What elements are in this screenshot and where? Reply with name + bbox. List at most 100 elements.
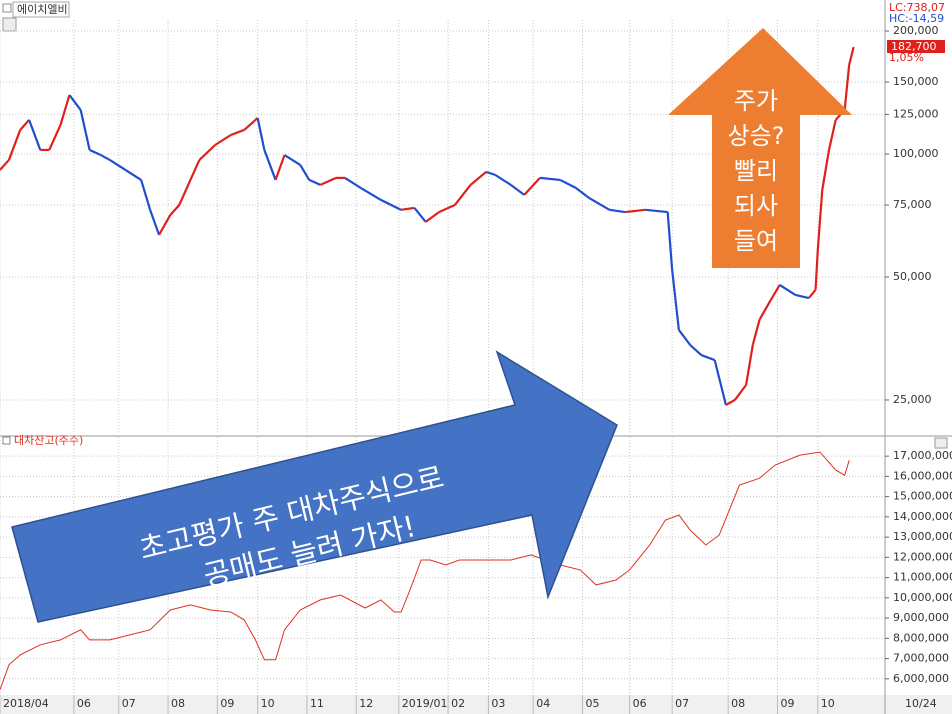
x-tick-label: 10: [261, 697, 275, 710]
annotation-line: 되사: [734, 192, 778, 220]
price-segment: [745, 344, 754, 386]
price-segment: [124, 169, 142, 181]
balance-line: [0, 451, 850, 690]
price-segment: [725, 399, 736, 406]
price-segment: [510, 184, 525, 196]
current-date: 10/24: [905, 697, 937, 710]
price-segment: [807, 289, 817, 299]
collapse-button[interactable]: [934, 437, 948, 449]
title-box: [12, 1, 70, 18]
annotation-line: 주가: [734, 87, 778, 115]
price-segment: [48, 124, 62, 151]
price-segment: [169, 204, 181, 216]
price-segment: [274, 154, 286, 181]
x-tick-label: 04: [536, 697, 550, 710]
y-tick-label: 10,000,000: [893, 591, 952, 604]
price-segment: [256, 117, 266, 151]
price-segment: [109, 159, 127, 171]
x-tick-label: 05: [586, 697, 600, 710]
y-tick-label: 125,000: [893, 107, 939, 120]
y-tick-label: 13,000,000: [893, 530, 952, 543]
last-price-box: [887, 40, 945, 53]
price-segment: [149, 209, 161, 236]
info-label: LC:738,07: [889, 1, 945, 14]
y-tick-label: 12,000,000: [893, 550, 952, 563]
y-tick-label: 75,000: [893, 198, 932, 211]
price-segment: [319, 176, 337, 186]
y-tick-label: 50,000: [893, 270, 932, 283]
price-segment: [814, 249, 819, 290]
price-segment: [575, 187, 590, 199]
price-segment: [263, 149, 277, 181]
price-segment: [666, 211, 674, 271]
price-segment: [843, 64, 851, 111]
info-label: HC:-14,59: [889, 12, 944, 25]
price-segment: [243, 117, 259, 131]
price-segment: [523, 177, 541, 196]
price-segment: [827, 119, 837, 151]
price-segment: [469, 171, 487, 186]
x-tick-label: 07: [122, 697, 136, 710]
price-segment: [100, 154, 111, 161]
price-segment: [140, 179, 152, 211]
grid-button[interactable]: [2, 17, 17, 32]
price-segment: [68, 94, 82, 111]
price-segment: [494, 173, 512, 186]
price-segment: [189, 159, 201, 181]
price-segment: [230, 128, 245, 137]
price-segment: [283, 154, 301, 166]
price-header: [0, 0, 885, 20]
x-tick-label: 09: [220, 697, 234, 710]
x-axis-strip: [0, 695, 952, 714]
price-title: 에이치엘비: [17, 3, 68, 16]
x-tick-label: 10: [821, 697, 835, 710]
price-segment: [7, 129, 22, 161]
price-segment: [308, 178, 321, 186]
info-label: 1,05%: [889, 51, 924, 64]
last-price-label: 182,700: [891, 40, 937, 53]
x-tick-label: 08: [171, 697, 185, 710]
price-segment: [689, 344, 703, 356]
x-tick-label: 07: [675, 697, 689, 710]
price-segment: [795, 293, 810, 300]
price-segment: [19, 119, 30, 131]
y-tick-label: 25,000: [893, 393, 932, 406]
price-segment: [400, 206, 415, 211]
price-segment: [609, 208, 626, 214]
x-tick-label: 08: [731, 697, 745, 710]
x-tick-label: 11: [310, 697, 324, 710]
x-tick-label: 06: [77, 697, 91, 710]
price-segment: [779, 284, 796, 296]
price-segment: [848, 46, 855, 66]
y-tick-label: 100,000: [893, 147, 939, 160]
y-tick-label: 17,000,000: [893, 449, 952, 462]
price-segment: [671, 269, 680, 331]
price-segment: [79, 109, 91, 151]
price-segment: [700, 354, 716, 362]
y-tick-label: 150,000: [893, 75, 939, 88]
balance-title: 대차잔고(주수): [14, 434, 83, 447]
x-tick-label: 2018/04: [3, 697, 49, 710]
y-tick-label: 7,000,000: [893, 652, 949, 665]
price-segment: [751, 319, 761, 346]
price-segment: [380, 198, 402, 211]
annotation-line: 빨리: [734, 157, 778, 185]
price-segment: [539, 176, 561, 182]
price-segment: [413, 207, 427, 223]
panel-icon: [2, 3, 12, 13]
price-segment: [344, 176, 362, 189]
x-tick-label: 06: [633, 697, 647, 710]
price-segment: [758, 299, 772, 321]
price-segment: [0, 159, 10, 171]
orange-arrow: [668, 28, 852, 268]
price-segment: [559, 178, 577, 189]
price-segment: [360, 186, 382, 201]
price-segment: [438, 204, 456, 214]
y-tick-label: 6,000,000: [893, 672, 949, 685]
price-segment: [677, 329, 691, 346]
price-segment: [198, 144, 216, 161]
annotation-line: 상승?: [728, 122, 785, 150]
price-segment: [299, 164, 311, 181]
y-tick-label: 200,000: [893, 24, 939, 37]
